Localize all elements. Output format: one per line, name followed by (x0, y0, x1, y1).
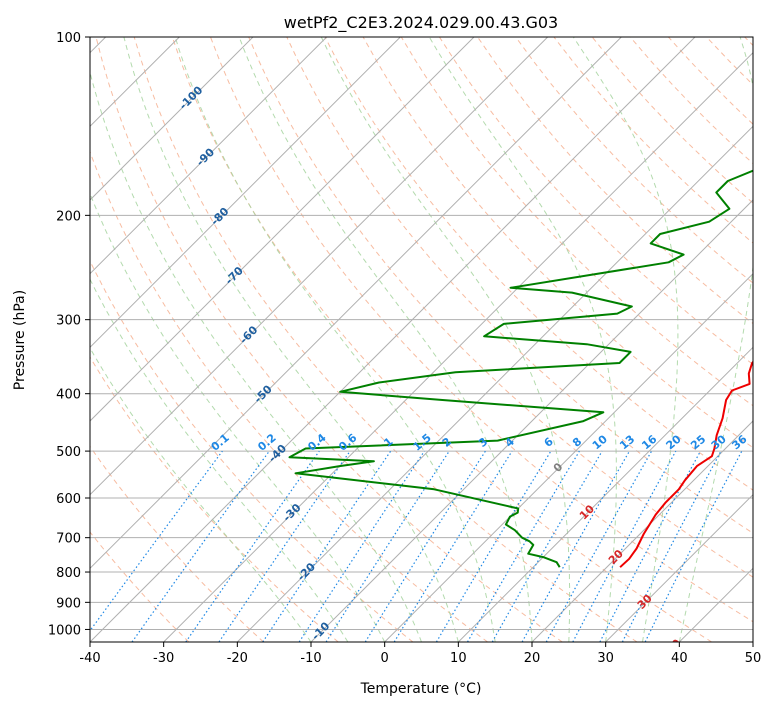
mixing-ratio-line (644, 450, 743, 642)
y-tick-label: 700 (56, 532, 81, 547)
y-tick-label: 100 (56, 31, 81, 46)
y-axis-title: Pressure (hPa) (12, 290, 28, 390)
mixing-ratio-line (545, 450, 653, 642)
isotherm-line (457, 346, 753, 642)
y-tick-label: 300 (56, 314, 81, 329)
x-tick-label: 20 (524, 651, 541, 666)
y-tick-label: 400 (56, 388, 81, 403)
dry-adiabat-line (210, 37, 753, 623)
y-tick-label: 200 (56, 209, 81, 224)
dry-adiabat-line (90, 445, 264, 642)
dry-adiabat-line (90, 531, 190, 642)
x-tick-label: 50 (745, 651, 762, 666)
mixing-ratio-line (393, 450, 513, 642)
moist-adiabat-line (238, 37, 533, 642)
y-tick-label: 800 (56, 566, 81, 581)
mixing-ratio-line (218, 450, 351, 642)
isotherm-line (90, 37, 401, 349)
x-tick-label: 0 (381, 651, 389, 666)
moist-adiabat-line (174, 37, 496, 642)
isotherm-line (531, 420, 753, 642)
isotherm-line (90, 37, 696, 642)
mixing-ratio-line (131, 450, 270, 642)
isotherm-line (163, 51, 753, 642)
grid-layer (90, 37, 753, 642)
mixing-ratio-line (298, 450, 425, 642)
x-tick-label: 40 (671, 651, 688, 666)
mixing-ratio-line (325, 450, 450, 642)
moist-adiabat-line (123, 37, 459, 642)
x-tick-label: -20 (227, 651, 248, 666)
dry-adiabat-line (133, 37, 638, 642)
dry-adiabat-line (438, 37, 753, 366)
moist-adiabat-line (90, 70, 422, 642)
isotherm-line (90, 37, 328, 275)
mixing-ratio-line (185, 450, 320, 642)
x-tick-label: 30 (597, 651, 614, 666)
dry-adiabat-line (90, 150, 488, 642)
isotherm-line (90, 37, 475, 422)
moist-adiabat-line (90, 347, 312, 642)
isotherm-line (90, 37, 549, 496)
moist-adiabat-line (320, 37, 571, 642)
x-axis-title: Temperature (°C) (360, 681, 482, 697)
isotherm-line (384, 272, 753, 642)
x-tick-label: -30 (153, 651, 174, 666)
isotherm-line (236, 125, 753, 642)
isotherm-label: 40 (664, 636, 684, 656)
dry-adiabat-line (95, 37, 563, 642)
y-tick-label: 1000 (48, 623, 81, 638)
moist-adiabat-line (428, 37, 617, 642)
y-tick-label: 600 (56, 492, 81, 507)
isotherm-line (605, 493, 753, 642)
y-tick-label: 900 (56, 596, 81, 611)
dry-adiabat-line (90, 356, 339, 642)
x-tick-label: -10 (300, 651, 321, 666)
x-tick-label: 10 (450, 651, 467, 666)
moist-adiabat-line (572, 37, 679, 642)
mixing-ratio-line (521, 450, 631, 642)
isotherm-line (310, 199, 753, 642)
y-tick-label: 500 (56, 445, 81, 460)
temperature-profile-line (619, 360, 753, 568)
dry-adiabat-line (248, 37, 753, 578)
moist-adiabat-line (90, 278, 349, 642)
dry-adiabat-line (515, 37, 753, 284)
mixing-ratio-line (262, 450, 392, 642)
dry-adiabat-line (171, 37, 712, 642)
plot-frame (89, 36, 754, 643)
mixing-ratio-line (572, 450, 677, 642)
tick-layer: -40 -30 -20 -10 0 10 20 30 40 50 1000 900 800 700 600 5… (48, 31, 761, 666)
series-layer (288, 169, 753, 568)
dry-adiabat-line (400, 37, 753, 407)
chart-title: wetPf2_C2E3.2024.029.00.43.G03 (284, 13, 558, 33)
dewpoint-profile-line (288, 169, 753, 568)
mixing-ratio-line (90, 450, 223, 632)
moist-adiabat-line (90, 192, 386, 642)
isotherm-line (90, 37, 254, 201)
isotherm-line (90, 37, 622, 570)
x-tick-label: -40 (79, 651, 100, 666)
